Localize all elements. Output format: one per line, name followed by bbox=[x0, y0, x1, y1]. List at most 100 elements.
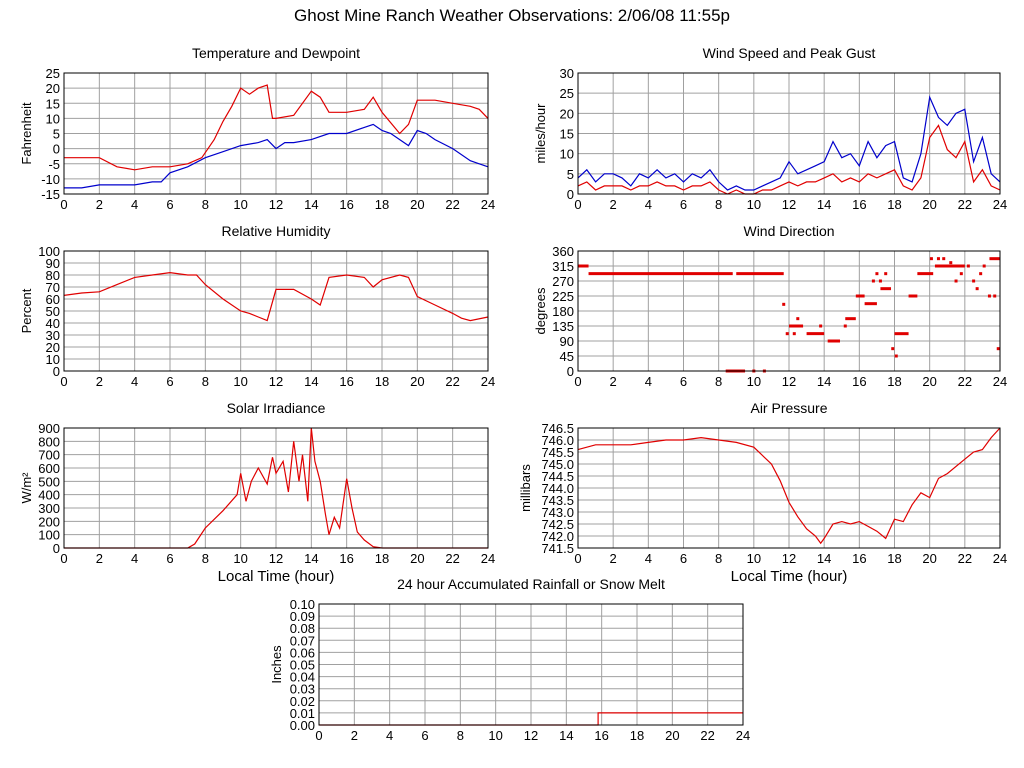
x-tick-label: 24 bbox=[481, 374, 495, 389]
x-tick-label: 16 bbox=[339, 374, 353, 389]
x-tick-label: 10 bbox=[747, 374, 761, 389]
y-axis-label: millibars bbox=[518, 464, 533, 512]
y-tick-label: 744.0 bbox=[541, 481, 574, 496]
x-tick-label: 18 bbox=[375, 374, 389, 389]
x-tick-label: 14 bbox=[817, 197, 831, 212]
x-tick-label: 20 bbox=[665, 728, 679, 743]
x-tick-label: 14 bbox=[817, 551, 831, 566]
x-tick-label: 10 bbox=[747, 551, 761, 566]
y-axis-label: degrees bbox=[533, 287, 548, 334]
plot-frame bbox=[63, 427, 489, 549]
y-tick-label: 0 bbox=[567, 187, 574, 202]
plot-frame bbox=[577, 72, 1001, 195]
y-axis-label: Percent bbox=[19, 288, 34, 333]
x-tick-label: 18 bbox=[375, 551, 389, 566]
y-axis-label: Inches bbox=[269, 645, 284, 684]
y-tick-label: 200 bbox=[38, 514, 60, 529]
y-tick-label: 300 bbox=[38, 501, 60, 516]
x-tick-label: 12 bbox=[524, 728, 538, 743]
x-tick-label: 0 bbox=[60, 197, 67, 212]
x-tick-label: 8 bbox=[715, 551, 722, 566]
direction-point bbox=[982, 264, 986, 268]
series-line-red bbox=[64, 427, 488, 549]
x-tick-label: 14 bbox=[559, 728, 573, 743]
y-tick-label: 0.09 bbox=[290, 609, 315, 624]
direction-point bbox=[891, 347, 895, 351]
y-tick-label: 70 bbox=[46, 280, 60, 295]
direction-point bbox=[987, 294, 991, 298]
y-tick-label: 0.06 bbox=[290, 645, 315, 660]
direction-point bbox=[875, 272, 879, 276]
series-line-red bbox=[64, 84, 489, 171]
x-axis-label: Local Time (hour) bbox=[731, 568, 848, 585]
x-tick-label: 6 bbox=[680, 374, 687, 389]
x-tick-label: 2 bbox=[610, 551, 617, 566]
chart-title: Wind Speed and Peak Gust bbox=[703, 45, 876, 61]
y-tick-label: 135 bbox=[552, 319, 574, 334]
x-tick-label: 4 bbox=[131, 551, 138, 566]
x-tick-label: 8 bbox=[202, 374, 209, 389]
x-tick-label: 18 bbox=[887, 197, 901, 212]
y-tick-label: 744.5 bbox=[541, 469, 574, 484]
y-tick-label: 315 bbox=[552, 259, 574, 274]
direction-point bbox=[972, 279, 976, 283]
y-tick-label: 25 bbox=[560, 86, 574, 101]
direction-point bbox=[929, 257, 933, 261]
y-tick-label: 0.00 bbox=[290, 718, 315, 733]
x-tick-label: 16 bbox=[852, 551, 866, 566]
direction-point bbox=[894, 354, 898, 358]
x-tick-label: 24 bbox=[993, 197, 1007, 212]
y-tick-label: 45 bbox=[560, 349, 574, 364]
y-tick-label: 10 bbox=[46, 111, 60, 126]
x-tick-label: 16 bbox=[339, 551, 353, 566]
y-tick-label: 270 bbox=[552, 274, 574, 289]
x-tick-label: 12 bbox=[269, 551, 283, 566]
y-tick-label: 600 bbox=[38, 461, 60, 476]
x-tick-label: 6 bbox=[680, 197, 687, 212]
direction-point bbox=[942, 257, 946, 261]
series-line-red bbox=[577, 124, 1001, 195]
series-line-red bbox=[63, 271, 489, 322]
x-tick-label: 22 bbox=[958, 374, 972, 389]
direction-point bbox=[878, 279, 882, 283]
direction-point bbox=[959, 272, 963, 276]
y-tick-label: 5 bbox=[567, 167, 574, 182]
y-tick-label: 30 bbox=[560, 66, 574, 81]
x-tick-label: 20 bbox=[922, 374, 936, 389]
chart-title: Temperature and Dewpoint bbox=[192, 45, 360, 61]
direction-point bbox=[871, 279, 875, 283]
y-tick-label: 746.0 bbox=[541, 433, 574, 448]
x-tick-label: 0 bbox=[60, 551, 67, 566]
x-tick-label: 16 bbox=[852, 197, 866, 212]
y-tick-label: 745.5 bbox=[541, 445, 574, 460]
page-title: Ghost Mine Ranch Weather Observations: 2… bbox=[294, 6, 730, 25]
x-tick-label: 2 bbox=[610, 374, 617, 389]
y-tick-label: 100 bbox=[38, 244, 60, 259]
x-tick-label: 22 bbox=[700, 728, 714, 743]
y-tick-label: -10 bbox=[41, 172, 60, 187]
y-tick-label: 15 bbox=[46, 96, 60, 111]
y-tick-label: 60 bbox=[46, 292, 60, 307]
x-tick-label: 2 bbox=[96, 551, 103, 566]
y-axis-label: miles/hour bbox=[533, 103, 548, 164]
y-tick-label: 800 bbox=[38, 434, 60, 449]
y-tick-label: 5 bbox=[53, 127, 60, 142]
x-tick-label: 16 bbox=[852, 374, 866, 389]
x-tick-label: 22 bbox=[445, 551, 459, 566]
x-tick-label: 0 bbox=[574, 374, 581, 389]
series-line-red bbox=[577, 427, 1001, 545]
x-tick-label: 8 bbox=[202, 551, 209, 566]
y-tick-label: 0.02 bbox=[290, 694, 315, 709]
x-tick-label: 22 bbox=[445, 197, 459, 212]
y-tick-label: 0.08 bbox=[290, 621, 315, 636]
y-tick-label: -15 bbox=[41, 187, 60, 202]
x-tick-label: 12 bbox=[269, 374, 283, 389]
x-tick-label: 14 bbox=[304, 197, 318, 212]
x-tick-label: 20 bbox=[410, 374, 424, 389]
x-tick-label: 10 bbox=[747, 197, 761, 212]
y-tick-label: 900 bbox=[38, 421, 60, 436]
direction-point bbox=[975, 287, 979, 291]
x-tick-label: 4 bbox=[131, 374, 138, 389]
x-tick-label: 16 bbox=[339, 197, 353, 212]
